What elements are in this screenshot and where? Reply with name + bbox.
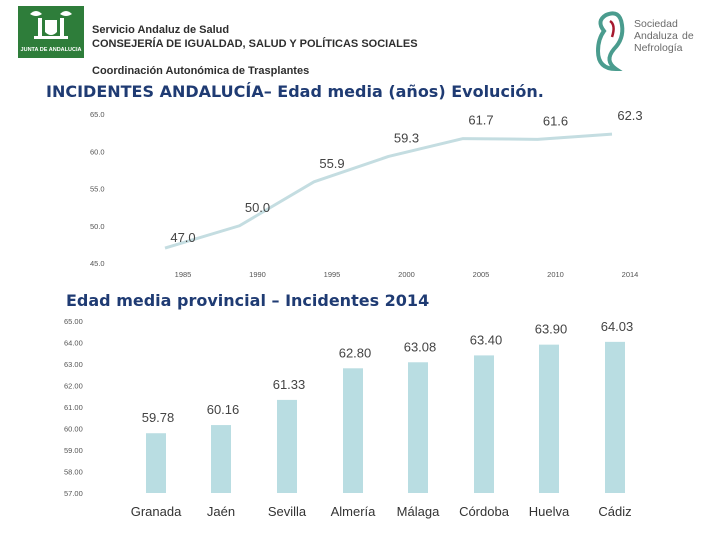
line-value-label: 61.6 <box>543 113 568 128</box>
bar-granada <box>146 433 166 493</box>
bar-huelva <box>539 344 559 493</box>
bar-category-label: Granada <box>131 504 182 519</box>
line-value-label: 47.0 <box>170 230 195 245</box>
line-xtick-label: 2014 <box>622 270 639 279</box>
bar-almería <box>343 368 363 493</box>
bar-value-label: 64.03 <box>601 319 634 334</box>
line-xtick-label: 1985 <box>175 270 192 279</box>
bar-value-label: 62.80 <box>339 345 372 360</box>
sen-line-3: de <box>682 30 694 42</box>
bar-chart-title: Edad media provincial – Incidentes 2014 <box>66 291 430 310</box>
line-value-label: 62.3 <box>617 108 642 123</box>
bar-córdoba <box>474 355 494 493</box>
bar-ytick-label: 62.00 <box>64 382 83 391</box>
line-ytick-label: 60.0 <box>90 147 105 156</box>
junta-andalucia-logo: JUNTA DE ANDALUCIA <box>18 6 84 58</box>
line-value-label: 55.9 <box>319 156 344 171</box>
line-xtick-label: 2010 <box>547 270 564 279</box>
kidney-accent-icon <box>609 19 615 38</box>
line-series-andalucia <box>164 132 613 250</box>
sociedad-andaluza-nefrologia-logo: Sociedad Andaluza de Nefrología <box>595 11 694 72</box>
bar-value-label: 63.40 <box>470 332 503 347</box>
sen-line-1: Sociedad <box>634 18 678 30</box>
line-xtick-label: 1995 <box>324 270 341 279</box>
logo-caption: JUNTA DE ANDALUCIA <box>21 47 82 53</box>
org-coordination-name: Coordinación Autonómica de Trasplantes <box>92 65 310 77</box>
bar-jaén <box>211 425 231 493</box>
sen-line-4: Nefrología <box>634 42 683 54</box>
bar-value-label: 63.08 <box>404 339 437 354</box>
bar-category-label: Córdoba <box>459 504 510 519</box>
bar-value-label: 61.33 <box>273 377 306 392</box>
bar-ytick-label: 57.00 <box>64 489 83 498</box>
bar-ytick-label: 65.00 <box>64 317 83 326</box>
line-xtick-label: 1990 <box>249 270 266 279</box>
bar-ytick-label: 61.00 <box>64 403 83 412</box>
line-ytick-label: 65.0 <box>90 110 105 119</box>
bar-category-label: Huelva <box>529 504 570 519</box>
bar-ytick-label: 64.00 <box>64 339 83 348</box>
bar-ytick-label: 63.00 <box>64 360 83 369</box>
line-xtick-label: 2005 <box>473 270 490 279</box>
bar-value-label: 60.16 <box>207 402 240 417</box>
bar-ytick-label: 60.00 <box>64 425 83 434</box>
bar-value-label: 59.78 <box>142 410 175 425</box>
bar-category-label: Jaén <box>207 504 235 519</box>
line-chart-title: INCIDENTES ANDALUCÍA– Edad media (años) … <box>46 82 544 101</box>
line-ytick-label: 50.0 <box>90 222 105 231</box>
line-value-label: 50.0 <box>245 200 270 215</box>
line-xtick-label: 2000 <box>398 270 415 279</box>
bar-value-label: 63.90 <box>535 322 568 337</box>
line-value-label: 61.7 <box>468 113 493 128</box>
bar-category-label: Málaga <box>397 504 440 519</box>
bar-category-label: Almería <box>331 504 377 519</box>
bar-category-label: Sevilla <box>268 504 307 519</box>
logo-emblem-icon <box>30 11 72 39</box>
kidney-icon <box>595 11 625 72</box>
bar-málaga <box>408 362 428 493</box>
bar-category-label: Cádiz <box>598 504 631 519</box>
org-service-name: Servicio Andaluz de Salud <box>92 24 230 36</box>
bar-ytick-label: 58.00 <box>64 468 83 477</box>
header: JUNTA DE ANDALUCIA Servicio Andaluz de S… <box>0 0 720 80</box>
bar-cádiz <box>605 341 625 493</box>
org-ministry-name: CONSEJERÍA DE IGUALDAD, SALUD Y POLÍTICA… <box>92 38 418 50</box>
bar-sevilla <box>277 399 297 493</box>
line-value-label: 59.3 <box>394 130 419 145</box>
sen-line-2: Andaluza <box>634 30 678 42</box>
line-ytick-label: 45.0 <box>90 259 105 268</box>
line-ytick-label: 55.0 <box>90 185 105 194</box>
bar-ytick-label: 59.00 <box>64 446 83 455</box>
